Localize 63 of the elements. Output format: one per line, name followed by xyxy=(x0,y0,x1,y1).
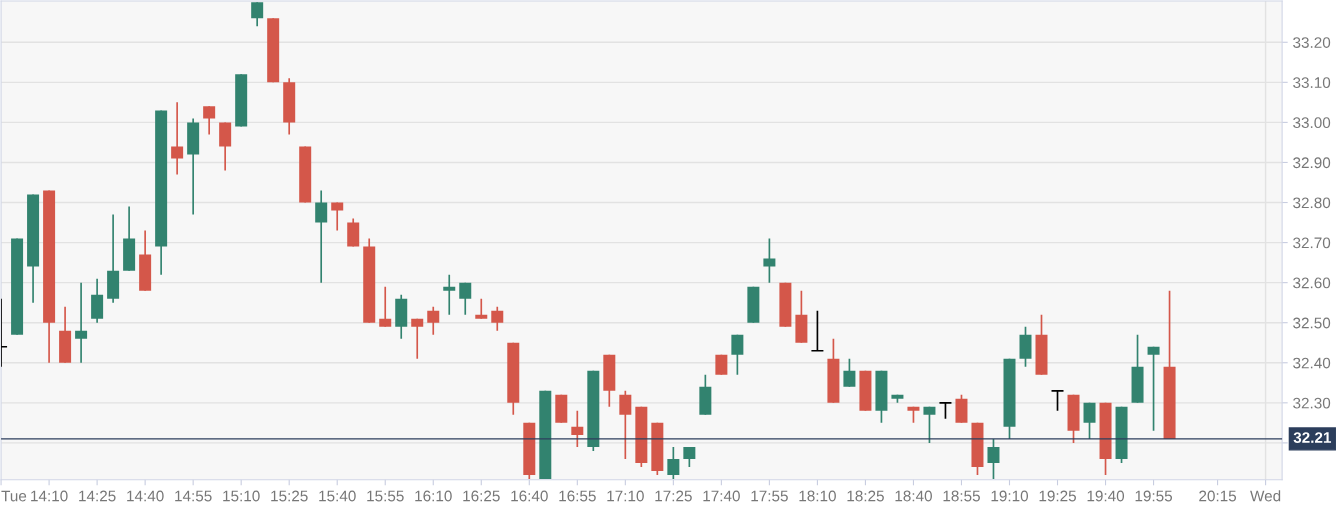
candlestick xyxy=(619,389,632,460)
y-tick-label: 33.10 xyxy=(1293,77,1331,89)
x-tick-label: 15:40 xyxy=(319,490,356,502)
ref-line-label: 32.21 xyxy=(1293,432,1332,444)
x-tick-label: 14:25 xyxy=(79,490,116,502)
x-tick-label: 14:55 xyxy=(175,490,212,502)
candlestick xyxy=(491,305,504,332)
candlestick xyxy=(571,410,584,448)
candlestick xyxy=(667,446,680,480)
candlestick xyxy=(987,438,1000,480)
candlestick xyxy=(331,201,344,232)
candlestick xyxy=(923,406,936,444)
x-tick-label: 17:25 xyxy=(655,490,692,502)
x-tick-label: 16:10 xyxy=(415,490,452,502)
x-tick-label: 16:25 xyxy=(463,490,500,502)
x-tick-label: 18:40 xyxy=(895,490,932,502)
candlestick xyxy=(459,281,472,316)
x-tick-label: 15:55 xyxy=(367,490,404,502)
x-tick-label: 20:15 xyxy=(1199,490,1237,502)
y-tick-label: 32.50 xyxy=(1293,317,1331,329)
candlestick xyxy=(203,105,216,136)
y-tick-label: 32.30 xyxy=(1293,397,1331,409)
x-tick-label: 14:40 xyxy=(127,490,164,502)
x-tick-label: 16:55 xyxy=(559,490,596,502)
x-tick-label: 19:10 xyxy=(991,490,1029,502)
x-tick-label: 19:25 xyxy=(1039,490,1076,502)
candlestick xyxy=(315,189,328,284)
y-tick-label: 32.40 xyxy=(1293,357,1331,369)
candlestick xyxy=(443,273,456,316)
candlestick xyxy=(1147,345,1160,432)
x-tick-label: 18:10 xyxy=(799,490,836,502)
x-tick-label: 15:10 xyxy=(223,490,260,502)
candlestick xyxy=(1083,401,1096,440)
x-tick-label: 18:25 xyxy=(847,490,884,502)
x-tick-label: 18:55 xyxy=(943,490,980,502)
x-tick-label: 14:10 xyxy=(31,490,68,502)
y-tick-label: 33.00 xyxy=(1293,117,1331,129)
candlestick xyxy=(731,333,744,376)
candlestick xyxy=(171,101,184,176)
x-tick-label: Wed xyxy=(1250,490,1281,502)
x-tick-label: Tue xyxy=(1,490,27,502)
x-tick-label: 15:25 xyxy=(271,490,308,502)
candlestick xyxy=(411,317,424,360)
x-tick-label: 19:55 xyxy=(1135,490,1173,502)
y-tick-label: 33.20 xyxy=(1293,37,1331,48)
candlestick xyxy=(1050,389,1065,412)
candlestick xyxy=(843,357,856,388)
candlestick xyxy=(379,285,392,328)
candlestick xyxy=(427,305,440,336)
candlestick xyxy=(810,309,825,352)
x-tick-label: 17:55 xyxy=(751,490,788,502)
candlestick xyxy=(251,1,264,28)
y-tick-label: 32.80 xyxy=(1293,197,1331,209)
x-tick-label: 19:40 xyxy=(1087,490,1125,502)
x-tick-label: 17:10 xyxy=(607,490,644,502)
x-tick-label: 17:40 xyxy=(703,490,740,502)
candlestick xyxy=(475,297,488,320)
y-tick-label: 32.60 xyxy=(1293,277,1331,289)
candlestick xyxy=(763,237,776,284)
candlestick xyxy=(75,281,88,364)
y-tick-label: 32.70 xyxy=(1293,237,1331,249)
x-tick-label: 16:40 xyxy=(511,490,548,502)
y-tick-label: 32.90 xyxy=(1293,157,1331,169)
